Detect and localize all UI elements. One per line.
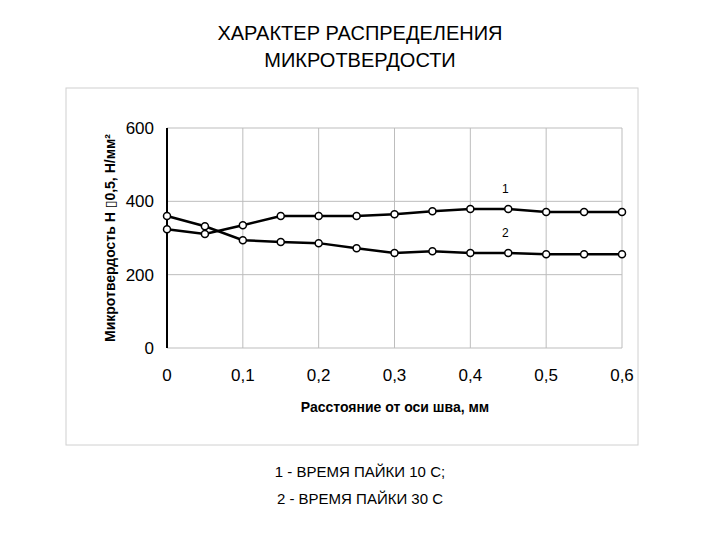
series-marker	[315, 240, 322, 247]
y-tick-label: 600	[126, 119, 154, 138]
title: ХАРАКТЕР РАСПРЕДЕЛЕНИЯ МИКРОТВЕРДОСТИ	[217, 22, 502, 71]
chart-root: ХАРАКТЕР РАСПРЕДЕЛЕНИЯМИКРОТВЕРДОСТИ0200…	[0, 0, 720, 540]
series-label: 1	[502, 182, 509, 196]
series-marker	[201, 223, 208, 230]
grid	[167, 128, 622, 348]
x-grid-line	[622, 128, 623, 348]
x-tick-label: 0,4	[459, 366, 483, 385]
series-marker	[277, 213, 284, 220]
chart-frame	[66, 88, 638, 445]
caption: 2 - ВРЕМЯ ПАЙКИ 30 С	[277, 490, 443, 507]
x-grid-line	[546, 128, 547, 348]
x-tick-label: 0,2	[307, 366, 331, 385]
y-tick-label: 200	[126, 266, 154, 285]
series-marker	[429, 248, 436, 255]
x-tick-label: 0,5	[534, 366, 558, 385]
series-marker	[467, 206, 474, 213]
series-marker	[505, 206, 512, 213]
series-marker	[619, 208, 626, 215]
series-marker	[164, 226, 171, 233]
x-tick-label: 0,1	[231, 366, 255, 385]
series-marker	[467, 250, 474, 257]
series-marker	[315, 213, 322, 220]
x-tick-label: 0,6	[610, 366, 634, 385]
y-tick-label: 400	[126, 192, 154, 211]
x-grid-line	[318, 128, 319, 348]
series-marker	[581, 208, 588, 215]
series-marker	[239, 222, 246, 229]
caption: 1 - ВРЕМЯ ПАЙКИ 10 С;	[275, 463, 445, 480]
series-marker	[164, 213, 171, 220]
chart-svg: ХАРАКТЕР РАСПРЕДЕЛЕНИЯМИКРОТВЕРДОСТИ0200…	[0, 0, 720, 540]
series-marker	[353, 245, 360, 252]
y-axis-label: Микротвердость H ▯0,5, Н/мм²	[102, 134, 118, 342]
series-marker	[581, 251, 588, 258]
series-marker	[239, 237, 246, 244]
series-line	[167, 209, 622, 234]
series-marker	[391, 211, 398, 218]
x-grid-line	[167, 128, 168, 348]
series-marker	[391, 250, 398, 257]
x-tick-label: 0,3	[383, 366, 407, 385]
series-marker	[505, 250, 512, 257]
series-marker	[201, 230, 208, 237]
x-tick-label: 0	[162, 366, 171, 385]
series-marker	[543, 208, 550, 215]
series-line	[167, 216, 622, 254]
title-line: ХАРАКТЕР РАСПРЕДЕЛЕНИЯ	[217, 22, 502, 44]
title-line: МИКРОТВЕРДОСТИ	[264, 49, 456, 71]
series-marker	[543, 251, 550, 258]
x-axis-label: Расстояние от оси шва, мм	[301, 399, 489, 415]
x-grid-line	[394, 128, 395, 348]
series-marker	[429, 208, 436, 215]
x-grid-line	[470, 128, 471, 348]
y-axis-line	[166, 128, 168, 348]
series-label: 2	[502, 226, 509, 240]
series-marker	[619, 251, 626, 258]
series-marker	[277, 239, 284, 246]
series-marker	[353, 213, 360, 220]
y-tick-label: 0	[145, 339, 154, 358]
plot-data	[164, 206, 626, 258]
